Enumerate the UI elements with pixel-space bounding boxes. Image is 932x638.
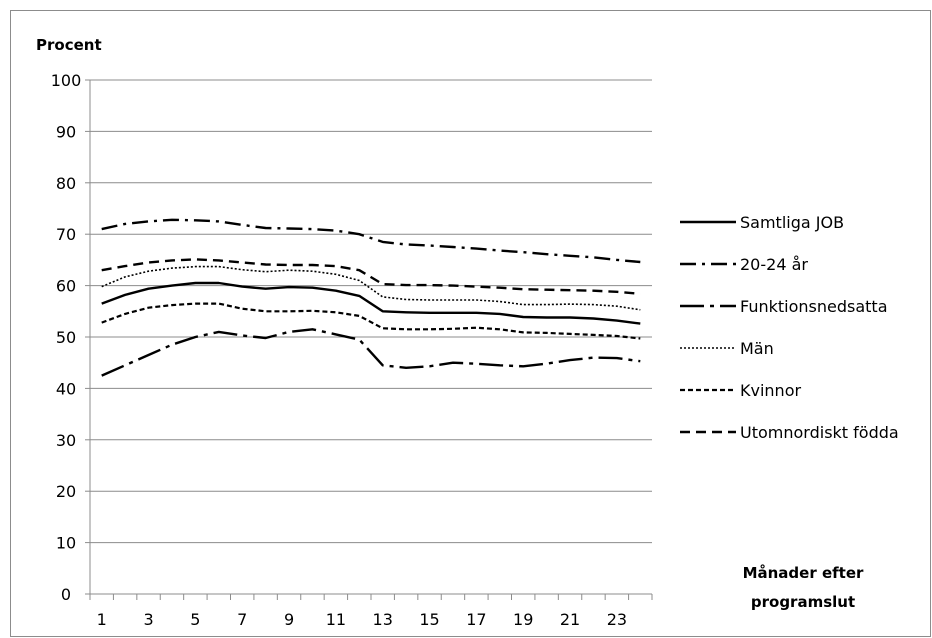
x-axis-title-line1: Månader efter (743, 564, 864, 582)
series-line-1 (101, 218, 641, 264)
x-tick-label-19: 19 (513, 610, 533, 629)
chart-frame (10, 10, 931, 637)
legend-label-5: Utomnordiskt födda (740, 423, 899, 442)
series-line-0 (101, 281, 641, 325)
x-tick-label-15: 15 (419, 610, 439, 629)
y-tick-label-20: 20 (56, 482, 76, 501)
legend-label-4: Kvinnor (740, 381, 801, 400)
x-tick-label-17: 17 (466, 610, 486, 629)
x-tick-label-7: 7 (237, 610, 247, 629)
legend-label-0: Samtliga JOB (740, 213, 844, 232)
y-tick-label-10: 10 (56, 534, 76, 553)
y-tick-label-40: 40 (56, 379, 76, 398)
y-tick-label-0: 0 (61, 585, 71, 604)
x-tick-label-13: 13 (373, 610, 393, 629)
x-tick-label-23: 23 (607, 610, 627, 629)
series-line-4 (101, 302, 641, 340)
x-tick-label-5: 5 (190, 610, 200, 629)
series-line-3 (101, 265, 641, 311)
y-tick-label-30: 30 (56, 431, 76, 450)
legend-label-3: Män (740, 339, 774, 358)
x-tick-label-9: 9 (284, 610, 294, 629)
y-tick-label-60: 60 (56, 277, 76, 296)
x-tick-label-11: 11 (326, 610, 346, 629)
y-tick-label-80: 80 (56, 174, 76, 193)
legend-label-2: Funktionsnedsatta (740, 297, 888, 316)
legend-label-1: 20-24 år (740, 255, 808, 274)
series-line-2 (101, 328, 641, 377)
x-axis-title-line2: programslut (751, 593, 855, 611)
x-tick-label-21: 21 (560, 610, 580, 629)
y-tick-label-50: 50 (56, 328, 76, 347)
series-line-5 (101, 258, 641, 295)
x-tick-label-3: 3 (143, 610, 153, 629)
y-tick-label-90: 90 (56, 122, 76, 141)
x-tick-label-1: 1 (97, 610, 107, 629)
y-tick-label-100: 100 (51, 71, 82, 90)
y-tick-label-70: 70 (56, 225, 76, 244)
y-axis-title: Procent (36, 36, 102, 54)
